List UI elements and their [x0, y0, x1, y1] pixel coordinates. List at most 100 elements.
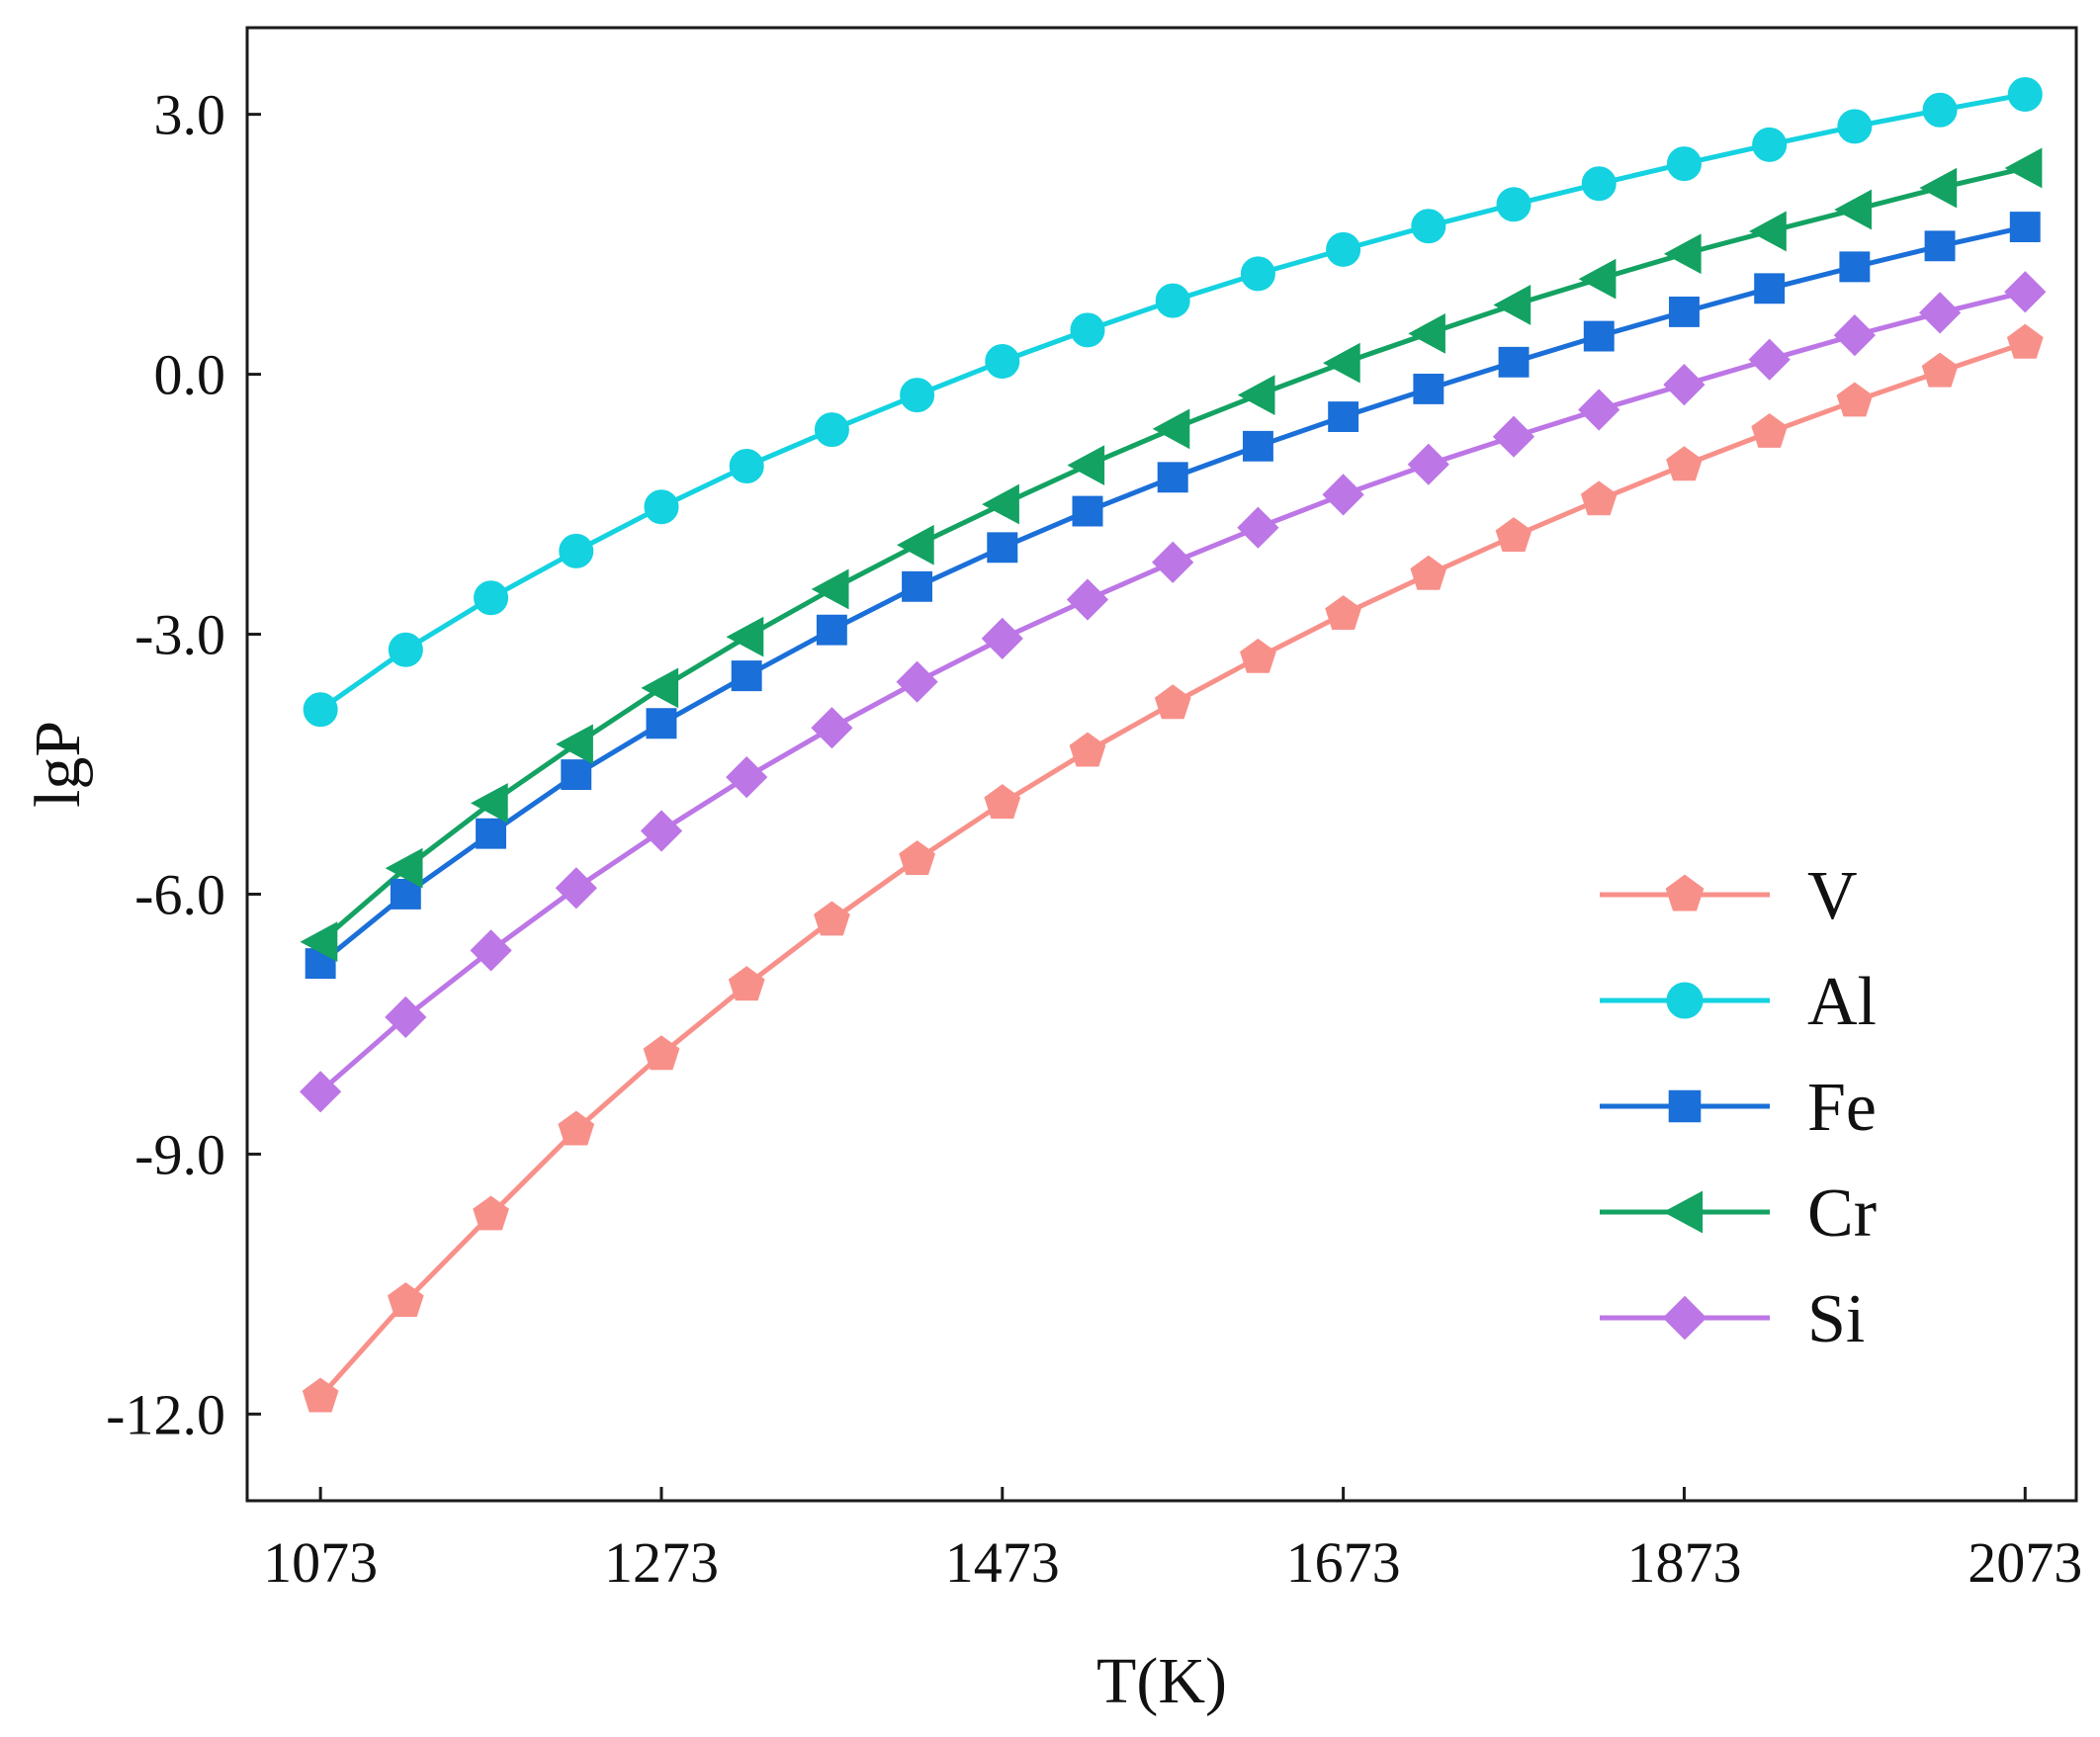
- legend-label-cr: Cr: [1807, 1175, 1877, 1252]
- data-point-v: [1751, 412, 1788, 448]
- y-tick-label: -3.0: [134, 603, 225, 667]
- x-axis-ticks: 1073 1273 1473 1673 1873 2073: [263, 1487, 2082, 1595]
- data-point-si: [981, 617, 1023, 660]
- data-point-si: [1237, 506, 1279, 549]
- data-point-si: [470, 929, 512, 972]
- data-point-si: [1748, 338, 1791, 381]
- data-point-si: [896, 660, 938, 703]
- data-point-fe: [1583, 320, 1615, 352]
- data-point-si: [640, 810, 683, 852]
- data-point-si: [299, 1071, 342, 1113]
- x-tick-label: 1873: [1626, 1530, 1741, 1595]
- data-point-al: [1240, 256, 1275, 292]
- data-point-fe: [646, 708, 677, 739]
- data-point-al: [559, 533, 594, 568]
- x-tick-label: 2073: [1968, 1530, 2082, 1595]
- data-point-cr: [1749, 211, 1787, 252]
- x-tick-label: 1273: [604, 1530, 719, 1595]
- plot-area-border: [245, 26, 2078, 1503]
- data-point-cr: [300, 921, 338, 963]
- x-tick-label: 1473: [945, 1530, 1060, 1595]
- data-point-cr: [1067, 445, 1105, 486]
- data-point-al: [1666, 146, 1702, 182]
- data-point-v: [302, 1377, 339, 1413]
- data-point-cr: [1152, 408, 1190, 450]
- data-point-fe: [816, 614, 847, 646]
- data-point-al: [1837, 109, 1873, 144]
- data-point-al: [1496, 187, 1531, 222]
- plot-frame: [245, 26, 2078, 1503]
- data-point-al: [1581, 166, 1617, 202]
- data-point-cr: [1237, 375, 1275, 416]
- data-point-v: [814, 901, 850, 936]
- data-point-v: [1495, 517, 1532, 553]
- data-point-si: [726, 755, 768, 799]
- data-point-v: [388, 1282, 424, 1317]
- data-point-si: [385, 996, 427, 1039]
- data-point-cr: [2004, 147, 2043, 189]
- legend-marker-fe: [1668, 1089, 1702, 1123]
- data-point-fe: [561, 759, 592, 790]
- data-point-si: [555, 867, 597, 910]
- y-axis-ticks: 3.0 0.0 -3.0 -6.0 -9.0 -12.0: [106, 83, 261, 1446]
- data-point-si: [811, 707, 853, 749]
- data-point-cr: [1663, 233, 1702, 275]
- data-point-v: [1921, 352, 1959, 388]
- data-point-si: [1833, 313, 1877, 357]
- data-point-al: [814, 412, 849, 448]
- x-axis-title: T(K): [1096, 1645, 1227, 1717]
- legend-marker-v: [1665, 874, 1705, 912]
- data-point-si: [1322, 474, 1364, 516]
- data-point-fe: [1754, 273, 1786, 304]
- data-point-fe: [1072, 495, 1103, 527]
- data-point-cr: [982, 483, 1019, 525]
- series-line-fe: [318, 224, 2026, 966]
- data-point-si: [1152, 541, 1194, 583]
- data-point-fe: [1243, 430, 1273, 462]
- data-point-v: [1836, 382, 1874, 417]
- series-line-al: [318, 92, 2026, 712]
- data-point-v: [473, 1195, 509, 1231]
- data-point-al: [1326, 231, 1361, 267]
- data-point-v: [984, 784, 1021, 820]
- data-point-fe: [1669, 297, 1700, 327]
- data-point-si: [1066, 578, 1109, 621]
- data-point-v: [1240, 638, 1276, 673]
- y-tick-label: 0.0: [154, 343, 226, 407]
- data-point-cr: [470, 783, 508, 824]
- legend-label-fe: Fe: [1807, 1070, 1877, 1146]
- data-point-cr: [896, 524, 934, 565]
- data-point-al: [644, 489, 679, 525]
- data-point-fe: [987, 532, 1018, 564]
- y-tick-label: 3.0: [154, 83, 226, 147]
- data-point-al: [900, 378, 935, 413]
- data-point-al: [1752, 127, 1788, 162]
- data-point-v: [558, 1110, 595, 1146]
- series-markers: [299, 76, 2047, 1413]
- legend-label-v: V: [1807, 858, 1858, 934]
- data-point-cr: [385, 847, 423, 889]
- data-point-cr: [1919, 167, 1958, 209]
- y-tick-label: -6.0: [134, 862, 225, 926]
- y-tick-label: -12.0: [106, 1382, 225, 1446]
- data-point-si: [1578, 389, 1620, 431]
- data-point-cr: [1323, 342, 1360, 384]
- data-point-v: [1580, 480, 1618, 516]
- data-point-cr: [726, 616, 764, 657]
- data-point-fe: [1328, 401, 1359, 432]
- data-point-si: [2004, 271, 2047, 313]
- data-point-al: [2007, 76, 2043, 112]
- data-point-v: [1325, 595, 1361, 630]
- x-tick-label: 1673: [1286, 1530, 1401, 1595]
- data-point-fe: [1924, 230, 1956, 262]
- y-tick-label: -9.0: [134, 1122, 225, 1186]
- data-point-cr: [811, 568, 849, 610]
- data-point-cr: [556, 724, 593, 765]
- data-point-fe: [1839, 251, 1871, 283]
- data-point-v: [1069, 732, 1106, 767]
- data-point-v: [728, 966, 765, 1001]
- data-point-al: [1922, 92, 1958, 128]
- data-point-al: [985, 343, 1020, 379]
- data-point-fe: [2009, 212, 2041, 242]
